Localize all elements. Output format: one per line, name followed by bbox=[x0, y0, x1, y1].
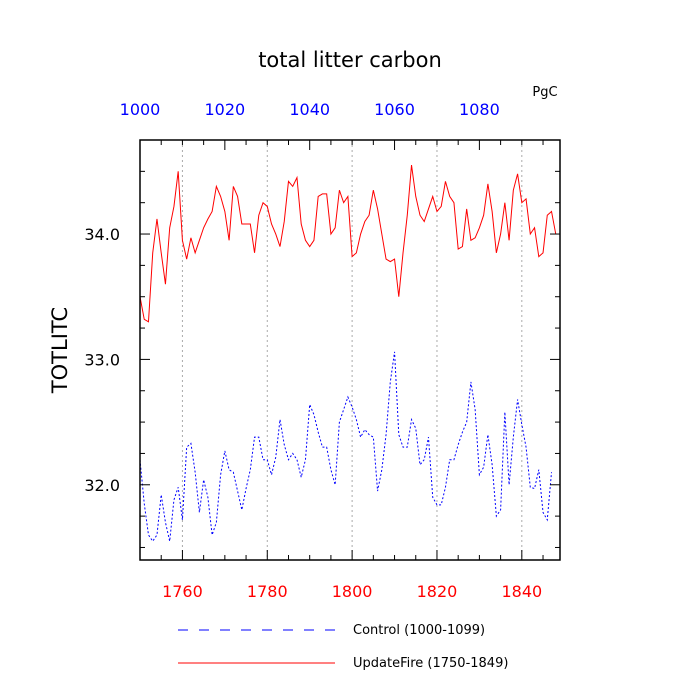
x-top-tick-label: 1060 bbox=[374, 100, 415, 119]
x-bottom-tick-label: 1840 bbox=[501, 582, 542, 601]
series-layer bbox=[139, 165, 557, 543]
grid-lines bbox=[181, 140, 523, 560]
legend: Control (1000-1099) UpdateFire (1750-1849… bbox=[178, 623, 508, 671]
y-tick-label: 33.0 bbox=[84, 350, 120, 369]
x-bottom-tick-label: 1760 bbox=[162, 582, 203, 601]
y-tick-label: 32.0 bbox=[84, 476, 120, 495]
y-tick-label: 34.0 bbox=[84, 225, 120, 244]
chart-title: total litter carbon bbox=[258, 48, 442, 72]
series-line bbox=[139, 351, 553, 543]
x-top-tick-label: 1080 bbox=[459, 100, 500, 119]
x-top-tick-label: 1040 bbox=[289, 100, 330, 119]
x-bottom-tick-label: 1780 bbox=[247, 582, 288, 601]
series-line bbox=[139, 165, 557, 323]
x-bottom-tick-label: 1820 bbox=[417, 582, 458, 601]
x-top-tick-label: 1020 bbox=[204, 100, 245, 119]
legend-label: Control (1000-1099) bbox=[353, 623, 485, 638]
x-bottom-tick-label: 1800 bbox=[332, 582, 373, 601]
units-label: PgC bbox=[532, 85, 557, 100]
x-top-tick-label: 1000 bbox=[120, 100, 161, 119]
legend-label: UpdateFire (1750-1849) bbox=[353, 656, 508, 671]
y-axis-title: TOTLITC bbox=[48, 307, 72, 394]
plot-frame bbox=[139, 139, 561, 561]
axis-ticks: 1760 1780 1800 1820 1840 1000 1020 1040 1060 1080… bbox=[84, 100, 560, 601]
